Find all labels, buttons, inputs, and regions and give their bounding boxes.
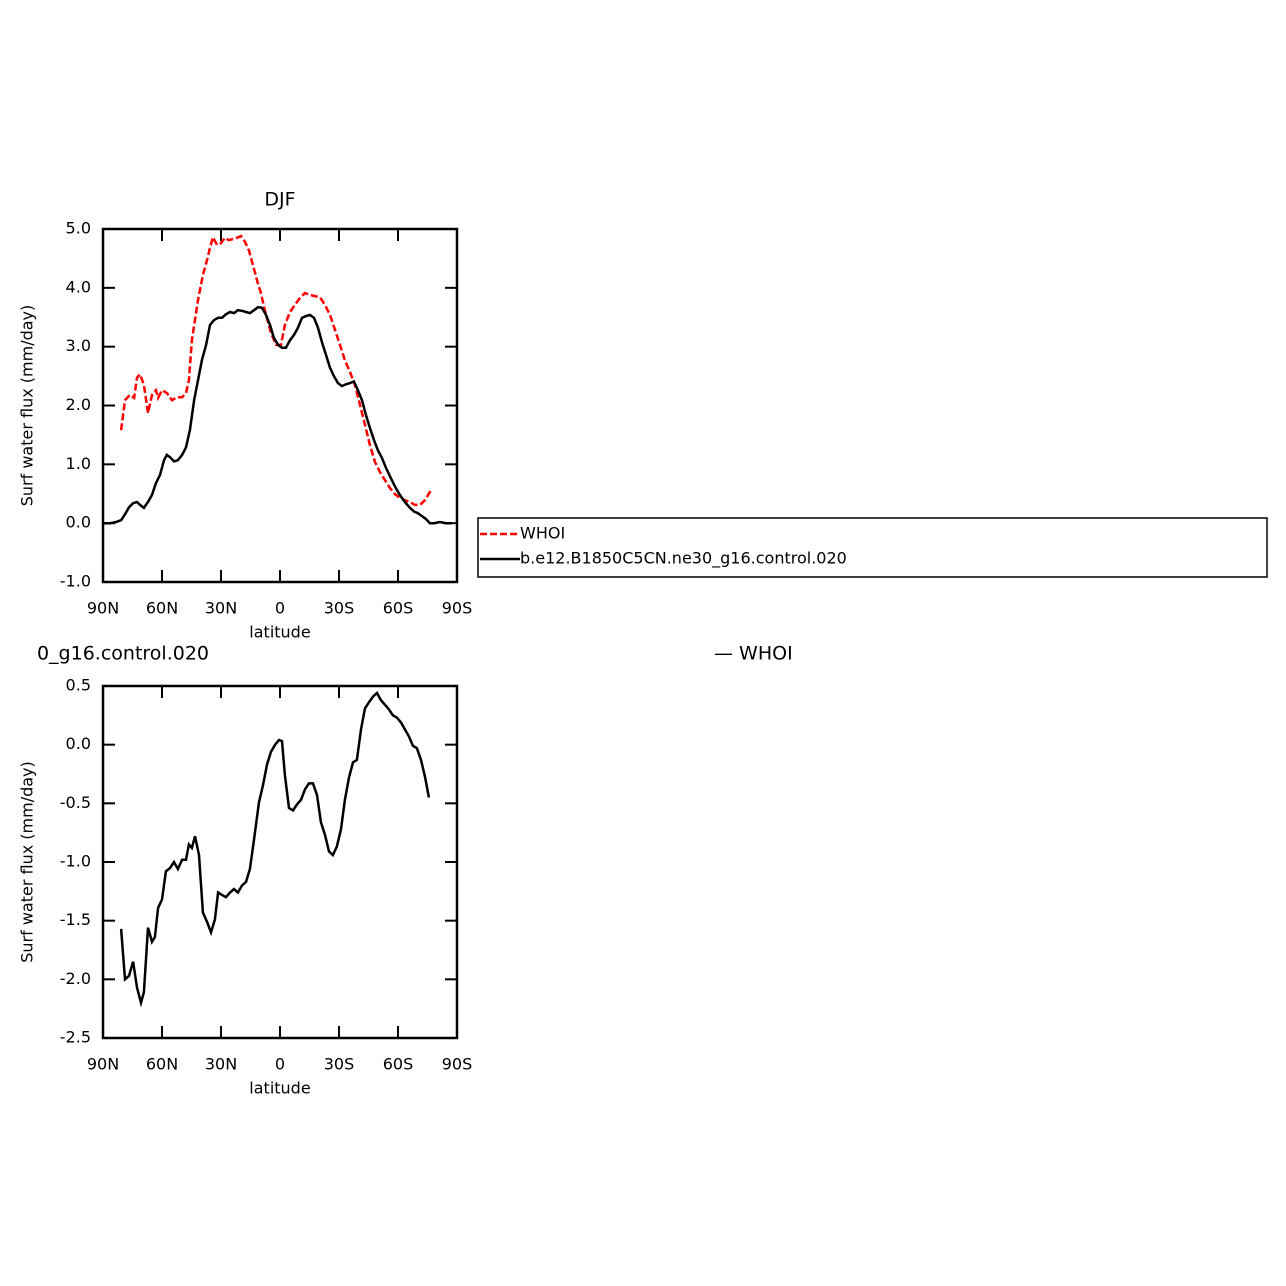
x-axis-label: latitude (249, 623, 310, 642)
x-tick-label: 90S (442, 599, 473, 618)
legend-box (477, 517, 1268, 578)
y-tick-label: -2.0 (60, 969, 91, 988)
legend-label: WHOI (520, 524, 565, 543)
x-tick-label: 60S (383, 599, 414, 618)
data-line (119, 691, 431, 1008)
y-tick-label: 0.5 (66, 676, 91, 695)
y-tick-label: 0.0 (66, 734, 91, 753)
y-axis-label: Surf water flux (mm/day) (18, 761, 37, 963)
y-tick-label: -2.5 (60, 1028, 91, 1047)
x-tick-label: 30N (205, 599, 237, 618)
y-axis-label: Surf water flux (mm/day) (18, 305, 37, 507)
y-tick-label: -0.5 (60, 793, 91, 812)
x-tick-label: 90N (87, 1055, 119, 1074)
x-tick-label: 30N (205, 1055, 237, 1074)
chart-title: 0_g16.control.020 (37, 643, 209, 665)
y-tick-label: -1.5 (60, 910, 91, 929)
chart-title-right: — WHOI (714, 643, 793, 665)
x-tick-label: 60N (146, 599, 178, 618)
plot-frame (101, 227, 459, 584)
x-axis-label: latitude (249, 1079, 310, 1098)
chart-title: DJF (264, 189, 295, 211)
y-tick-label: 5.0 (66, 219, 91, 238)
y-tick-label: 3.0 (66, 336, 91, 355)
y-tick-label: -1.0 (60, 852, 91, 871)
x-tick-label: 0 (275, 1055, 285, 1074)
x-tick-label: 90N (87, 599, 119, 618)
y-tick-label: 2.0 (66, 395, 91, 414)
x-tick-label: 90S (442, 1055, 473, 1074)
x-tick-label: 30S (324, 599, 355, 618)
data-line (103, 305, 452, 525)
y-tick-label: 0.0 (66, 513, 91, 532)
x-tick-label: 30S (324, 1055, 355, 1074)
x-tick-label: 0 (275, 599, 285, 618)
plot-frame (101, 684, 459, 1040)
legend-label: b.e12.B1850C5CN.ne30_g16.control.020 (520, 549, 847, 569)
y-tick-label: 1.0 (66, 454, 91, 473)
y-tick-label: 4.0 (66, 277, 91, 296)
x-tick-label: 60S (383, 1055, 414, 1074)
x-tick-label: 60N (146, 1055, 178, 1074)
y-tick-label: -1.0 (60, 572, 91, 591)
data-line (119, 233, 433, 507)
